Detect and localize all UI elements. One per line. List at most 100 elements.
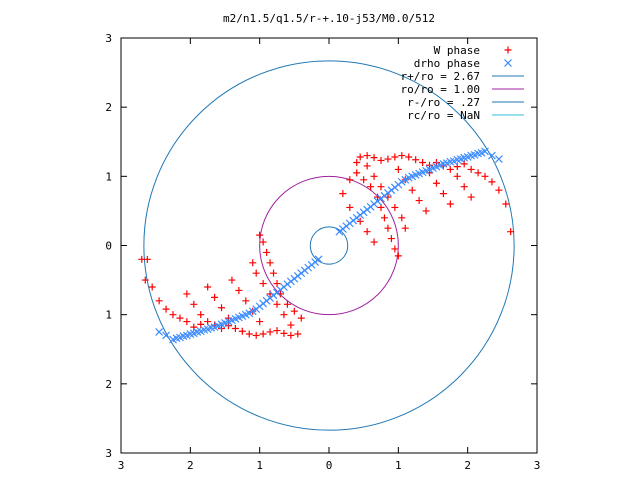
data-point (380, 214, 388, 222)
data-point (384, 155, 392, 163)
data-point (422, 166, 430, 175)
data-point (204, 318, 212, 326)
data-point (234, 313, 243, 322)
data-point (273, 280, 281, 288)
data-point (141, 276, 149, 284)
data-point (248, 307, 257, 316)
data-point (366, 202, 375, 211)
data-point (304, 263, 313, 272)
data-point (415, 197, 423, 205)
data-point (179, 332, 188, 341)
data-point (256, 318, 264, 326)
data-point (453, 172, 461, 180)
data-point (370, 172, 378, 180)
data-point (155, 328, 164, 336)
data-point (259, 330, 267, 338)
data-point (259, 238, 267, 246)
data-point (387, 235, 395, 243)
data-point (394, 252, 402, 260)
data-point (352, 213, 361, 222)
series-circle (259, 175, 399, 316)
data-point (338, 224, 347, 233)
legend-marker (504, 59, 512, 67)
data-point (148, 283, 156, 291)
reference-circles (143, 60, 515, 431)
data-point (377, 203, 385, 211)
data-point (394, 165, 402, 173)
data-point (363, 152, 371, 160)
data-point (467, 193, 475, 201)
data-point (429, 164, 437, 172)
data-point (162, 331, 170, 340)
data-point (235, 286, 243, 294)
data-point (449, 157, 458, 166)
data-point (197, 311, 205, 319)
data-point (280, 311, 288, 319)
data-point (494, 155, 503, 163)
data-point (419, 159, 427, 166)
data-point (221, 319, 229, 327)
data-point (249, 259, 257, 267)
data-point (211, 293, 219, 301)
data-point (415, 169, 424, 178)
data-point (241, 310, 250, 319)
data-point (456, 155, 465, 163)
data-point (442, 159, 451, 168)
data-point (297, 269, 306, 278)
data-point (138, 255, 146, 263)
data-point (488, 178, 496, 186)
data-point (391, 153, 399, 161)
data-point (255, 302, 264, 311)
legend-label: rc/ro = NaN (407, 109, 480, 122)
data-point (401, 224, 409, 232)
data-point (370, 238, 378, 246)
data-point (214, 321, 222, 330)
data-point (405, 153, 413, 161)
y-tick-label: 2 (105, 378, 112, 391)
legend-marker (504, 46, 512, 54)
x-tick-label: 2 (464, 459, 471, 472)
data-point (270, 269, 278, 277)
data-point (259, 280, 267, 288)
data-point (394, 180, 403, 189)
data-point (481, 172, 489, 180)
data-point (218, 304, 226, 312)
data-point (398, 214, 406, 222)
data-point (256, 231, 264, 239)
data-point (245, 330, 253, 338)
data-point (408, 172, 417, 181)
data-point (373, 197, 382, 206)
legend-label: ro/ro = 1.00 (401, 83, 480, 96)
data-point (467, 165, 475, 173)
data-point (460, 160, 468, 168)
data-point (176, 314, 184, 322)
data-points (138, 147, 515, 344)
data-point (353, 169, 361, 177)
data-point (266, 259, 274, 267)
data-point (507, 228, 515, 236)
data-point (204, 283, 212, 291)
data-point (228, 276, 236, 284)
x-tick-label: 2 (187, 459, 194, 472)
data-point (283, 280, 292, 289)
data-point (155, 297, 163, 305)
data-point (432, 179, 440, 187)
legend-label: drho phase (414, 57, 480, 70)
data-point (446, 200, 454, 208)
data-point (311, 258, 320, 267)
data-point (242, 297, 250, 305)
data-point (207, 323, 216, 332)
x-tick-label: 0 (326, 459, 333, 472)
data-point (273, 327, 281, 335)
data-point (294, 330, 302, 338)
data-point (186, 330, 195, 338)
data-point (252, 331, 260, 339)
data-point (398, 152, 406, 160)
data-point (360, 176, 368, 184)
data-point (363, 162, 371, 170)
data-point (391, 203, 399, 211)
data-point (391, 245, 399, 253)
data-point (370, 154, 378, 162)
